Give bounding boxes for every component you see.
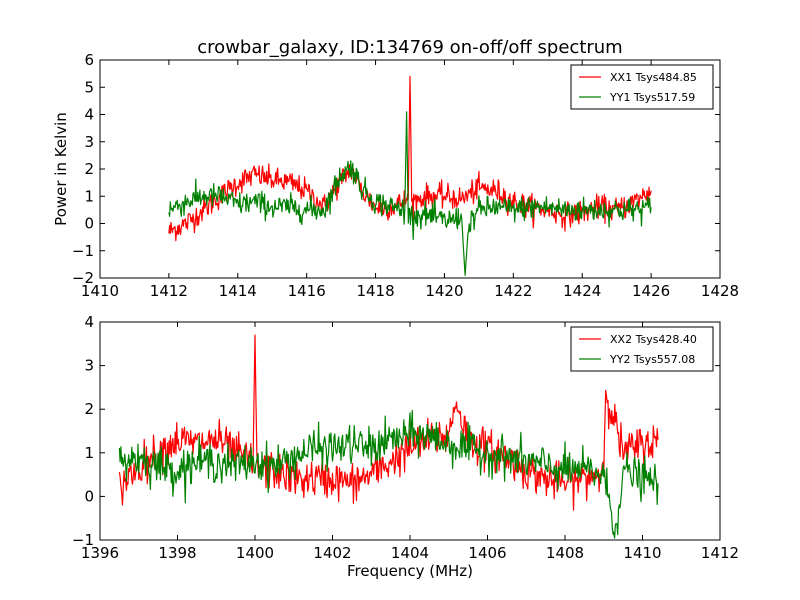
x-tick-label: 1402 <box>313 544 351 562</box>
y-tick-label: −2 <box>72 269 94 287</box>
x-tick-label: 1428 <box>701 282 739 300</box>
x-axis-label: Frequency (MHz) <box>347 562 473 580</box>
x-tick-label: 1418 <box>356 282 394 300</box>
x-tick-label: 1422 <box>494 282 532 300</box>
x-tick-label: 1398 <box>158 544 196 562</box>
y-tick-label: 2 <box>84 400 94 418</box>
legend-label: YY1 Tsys517.59 <box>609 91 695 104</box>
y-tick-label: −1 <box>72 242 94 260</box>
y-tick-label: 4 <box>84 106 94 124</box>
legend-label: XX2 Tsys428.40 <box>610 333 697 346</box>
legend-label: XX1 Tsys484.85 <box>610 71 697 84</box>
y-tick-label: 0 <box>84 487 94 505</box>
chart-title: crowbar_galaxy, ID:134769 on-off/off spe… <box>197 37 622 58</box>
series-line-2 <box>118 409 659 539</box>
legend: XX2 Tsys428.40 YY2 Tsys557.08 <box>570 326 714 372</box>
x-tick-label: 1406 <box>468 544 506 562</box>
x-tick-label: 1412 <box>150 282 188 300</box>
x-tick-label: 1404 <box>391 544 429 562</box>
y-tick-label: 0 <box>84 215 94 233</box>
plot-area <box>168 75 652 276</box>
x-tick-label: 1420 <box>425 282 463 300</box>
legend-box <box>570 326 714 372</box>
y-tick-label: 1 <box>84 187 94 205</box>
y-tick-label: 4 <box>84 313 94 331</box>
chart-1: 1410 1412 1414 1416 1418 1420 1422 1424 1426 1428… <box>52 51 739 300</box>
series-line-2 <box>168 111 652 276</box>
x-tick-label: 1400 <box>236 544 274 562</box>
x-tick-label: 1424 <box>563 282 601 300</box>
plot-area <box>118 334 659 539</box>
y-tick-label: −1 <box>72 531 94 549</box>
legend-label: YY2 Tsys557.08 <box>609 353 695 366</box>
y-tick-label: 5 <box>84 78 94 96</box>
x-tick-label: 1416 <box>288 282 326 300</box>
chart-2: 1396 1398 1400 1402 1404 1406 1408 1410 1412 −1 0 1… <box>72 313 739 580</box>
x-tick-label: 1414 <box>219 282 257 300</box>
x-tick-label: 1410 <box>623 544 661 562</box>
y-tick-label: 3 <box>84 133 94 151</box>
x-tick-label: 1408 <box>546 544 584 562</box>
y-tick-label: 6 <box>84 51 94 69</box>
y-tick-label: 1 <box>84 444 94 462</box>
series-line-1 <box>168 75 652 242</box>
legend-box <box>570 64 714 110</box>
x-tick-label: 1412 <box>701 544 739 562</box>
y-tick-label: 2 <box>84 160 94 178</box>
x-tick-label: 1410 <box>81 282 119 300</box>
legend: XX1 Tsys484.85 YY1 Tsys517.59 <box>570 64 714 110</box>
x-tick-label: 1426 <box>632 282 670 300</box>
y-axis-label: Power in Kelvin <box>52 112 70 226</box>
y-tick-label: 3 <box>84 357 94 375</box>
x-tick-label: 1396 <box>81 544 119 562</box>
